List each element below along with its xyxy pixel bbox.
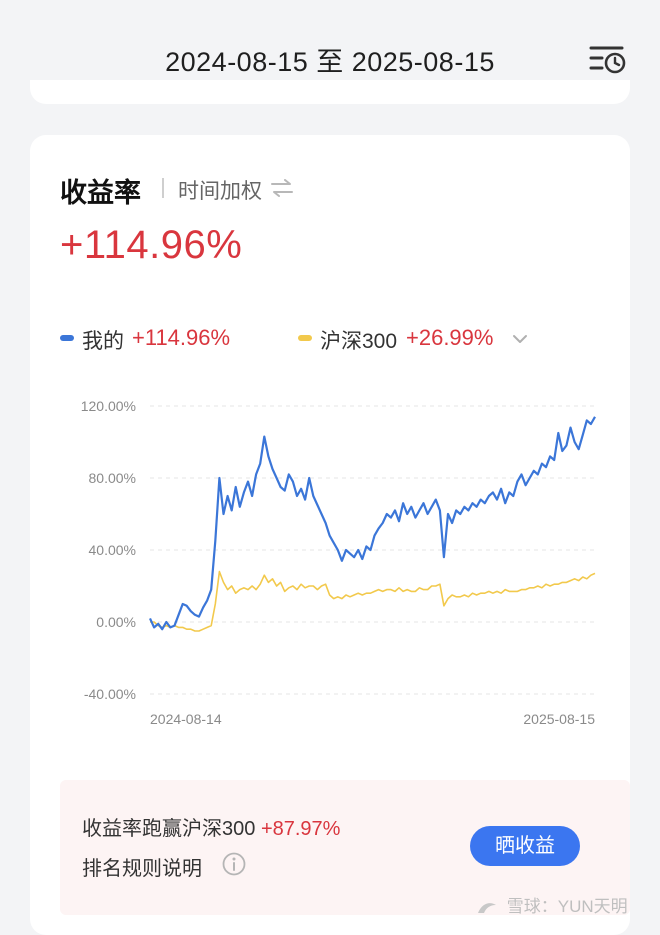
x-tick-label-start: 2024-08-14 bbox=[150, 711, 222, 727]
watermark-text: 雪球：YUN天明 bbox=[506, 897, 628, 916]
y-tick-label: -40.00% bbox=[84, 686, 136, 702]
info-icon[interactable] bbox=[222, 852, 246, 876]
series-line-benchmark bbox=[150, 570, 596, 632]
ranking-rules-link[interactable]: 排名规则说明 bbox=[82, 858, 202, 880]
metric-title: 收益率 bbox=[60, 178, 141, 208]
legend-swatch-benchmark bbox=[298, 335, 312, 341]
share-returns-button[interactable]: 晒收益 bbox=[470, 826, 580, 866]
total-return-value: +114.96% bbox=[60, 223, 243, 267]
y-tick-label: 0.00% bbox=[96, 614, 136, 630]
date-range-label[interactable]: 2024-08-15 至 2025-08-15 bbox=[165, 47, 495, 77]
return-line-chart: 120.00% 80.00% 40.00% 0.00% -40.00% 2024-08-1… bbox=[81, 398, 596, 727]
legend-swatch-mine bbox=[60, 335, 74, 341]
beat-benchmark-text: 收益率跑赢沪深300 +87.97% bbox=[82, 812, 340, 841]
series-line-mine bbox=[148, 416, 596, 631]
divider bbox=[162, 178, 164, 198]
beat-benchmark-value: +87.97% bbox=[260, 818, 341, 840]
xueqiu-logo-icon bbox=[478, 902, 496, 913]
legend-value-benchmark: +26.99% bbox=[406, 325, 494, 350]
benchmark-summary-box: 收益率跑赢沪深300 +87.97% 排名规则说明 晒收益 bbox=[60, 780, 630, 915]
y-tick-label: 40.00% bbox=[89, 542, 136, 558]
previous-card-edge bbox=[30, 80, 630, 104]
legend-name-mine: 我的 bbox=[82, 330, 124, 353]
return-card: 收益率 时间加权 +114.96% 我的 +114.96% 沪深300 +26.… bbox=[30, 135, 630, 935]
calendar-clock-filter-icon[interactable] bbox=[588, 42, 628, 74]
y-tick-label: 120.00% bbox=[81, 398, 136, 414]
header-bar: 2024-08-15 至 2025-08-15 bbox=[0, 0, 660, 92]
swap-icon[interactable] bbox=[270, 179, 294, 197]
chevron-down-icon[interactable] bbox=[512, 333, 528, 345]
beat-benchmark-label: 收益率跑赢沪深300 bbox=[82, 818, 256, 840]
weighting-method-toggle[interactable]: 时间加权 bbox=[178, 180, 262, 203]
x-tick-label-end: 2025-08-15 bbox=[523, 711, 595, 727]
y-tick-label: 80.00% bbox=[89, 470, 136, 486]
watermark: 雪球：YUN天明 bbox=[476, 892, 628, 917]
legend-value-mine: +114.96% bbox=[132, 325, 231, 350]
legend-name-benchmark: 沪深300 bbox=[320, 330, 398, 353]
